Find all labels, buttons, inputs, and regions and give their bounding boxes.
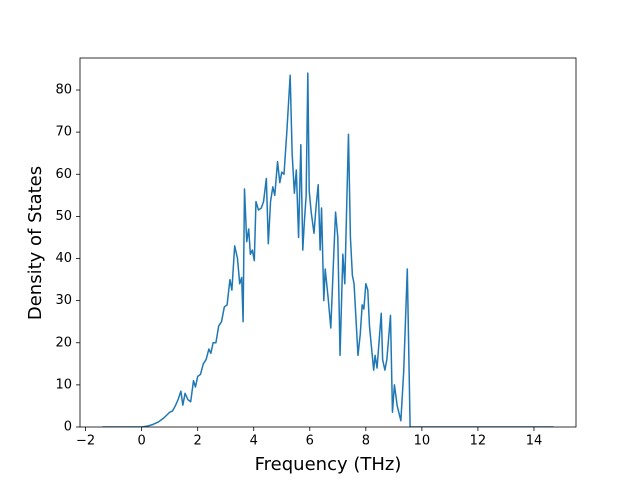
x-tick-label: 4 [250,434,258,449]
data-line [102,72,554,427]
x-tick-label: 14 [526,434,543,449]
y-tick-label: 60 [55,167,72,182]
x-tick-label: 10 [414,434,431,449]
y-tick-label: 30 [55,293,72,308]
x-tick-label: 6 [306,434,314,449]
y-tick-label: 70 [55,125,72,140]
y-tick-label: 80 [55,83,72,98]
x-axis-label: Frequency (THz) [255,454,402,475]
x-tick-label: −2 [76,434,95,449]
y-tick-label: 50 [55,209,72,224]
y-axis-label: Density of States [25,166,46,320]
y-tick-label: 0 [64,420,72,435]
x-tick-label: 2 [194,434,202,449]
x-tick-label: 12 [470,434,487,449]
y-tick-label: 40 [55,251,72,266]
x-tick-label: 8 [362,434,370,449]
y-tick-label: 10 [55,377,72,392]
y-tick-label: 20 [55,335,72,350]
plot-frame [79,57,577,428]
x-tick-label: 0 [138,434,146,449]
